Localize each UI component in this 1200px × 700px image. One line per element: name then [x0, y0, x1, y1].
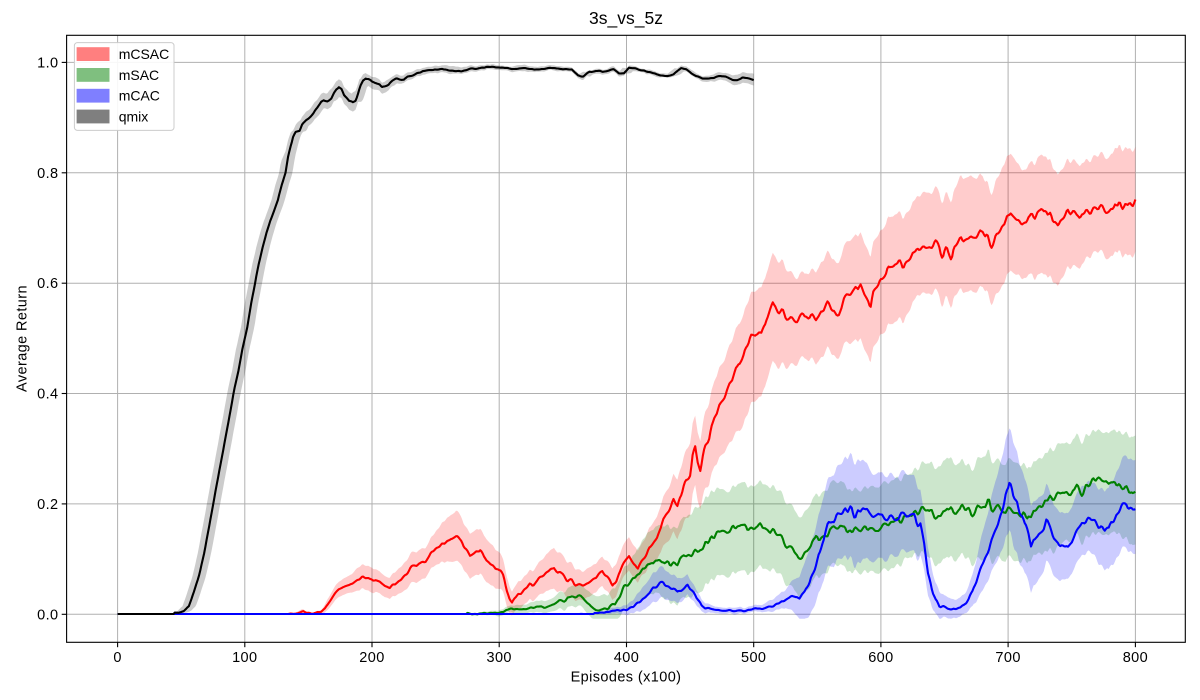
svg-text:500: 500	[741, 650, 766, 666]
svg-text:mSAC: mSAC	[119, 67, 159, 83]
svg-text:0: 0	[113, 650, 121, 666]
svg-text:mCAC: mCAC	[119, 88, 160, 104]
svg-text:100: 100	[232, 650, 257, 666]
svg-text:1.0: 1.0	[37, 55, 58, 71]
svg-text:3s_vs_5z: 3s_vs_5z	[589, 8, 663, 29]
svg-text:qmix: qmix	[119, 109, 149, 125]
svg-text:Episodes (x100): Episodes (x100)	[571, 670, 682, 686]
svg-text:700: 700	[995, 650, 1020, 666]
svg-text:400: 400	[614, 650, 639, 666]
svg-text:0.8: 0.8	[37, 166, 58, 182]
svg-text:0.4: 0.4	[37, 387, 58, 403]
svg-text:mCSAC: mCSAC	[119, 46, 170, 62]
svg-text:300: 300	[486, 650, 511, 666]
svg-text:600: 600	[868, 650, 893, 666]
svg-text:0.0: 0.0	[37, 607, 58, 623]
svg-text:0.2: 0.2	[37, 497, 58, 513]
svg-text:Average Return: Average Return	[15, 285, 31, 392]
svg-text:200: 200	[359, 650, 384, 666]
svg-text:800: 800	[1123, 650, 1148, 666]
svg-text:0.6: 0.6	[37, 276, 58, 292]
